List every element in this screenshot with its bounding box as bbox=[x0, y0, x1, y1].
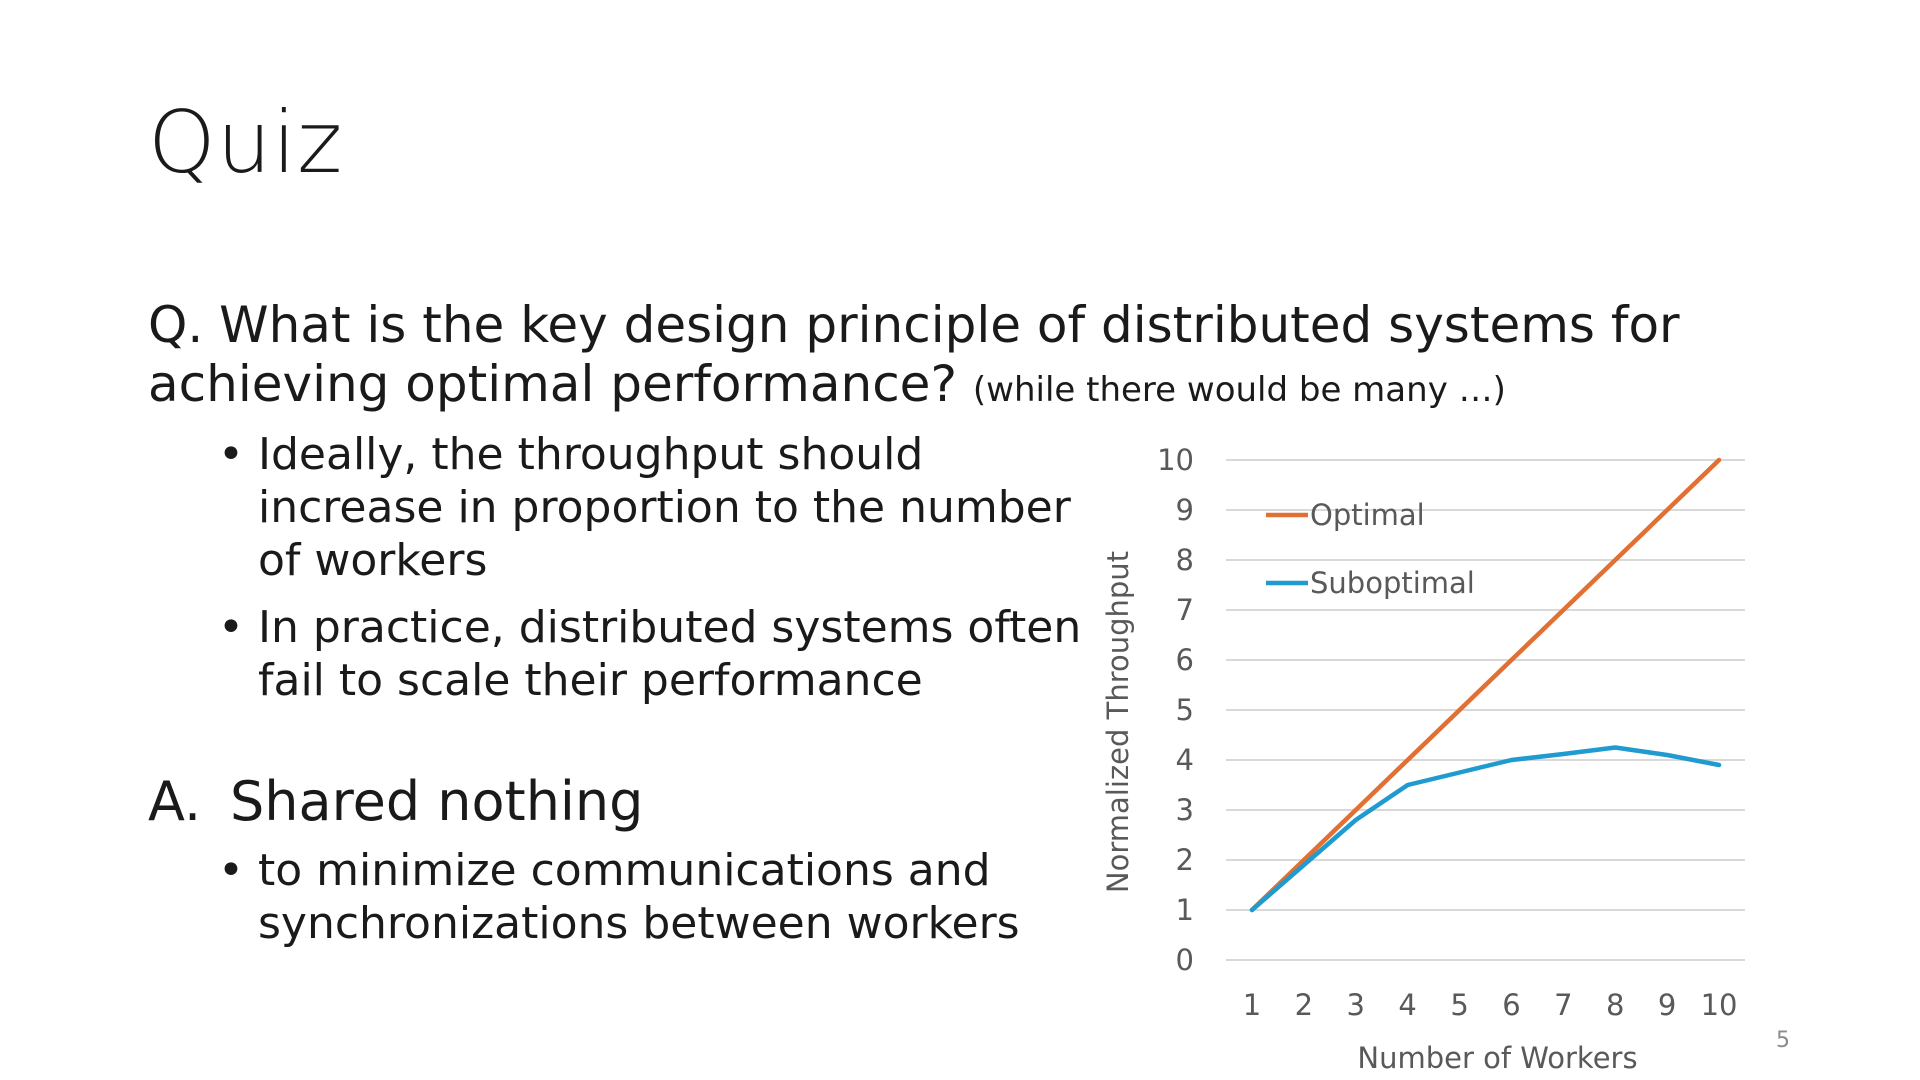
bullet-item: • to minimize communications and synchron… bbox=[218, 844, 1098, 950]
y-axis-label: Normalized Throughput bbox=[1101, 551, 1135, 893]
y-tick-label: 3 bbox=[1176, 793, 1194, 827]
bullet-item: • In practice, distributed systems often … bbox=[218, 601, 1098, 707]
bullet-dot: • bbox=[218, 429, 244, 480]
answer-label: A. bbox=[148, 770, 202, 833]
x-tick-label: 4 bbox=[1398, 988, 1416, 1022]
y-tick-label: 8 bbox=[1176, 543, 1194, 577]
legend-label: Suboptimal bbox=[1310, 566, 1475, 600]
y-tick-label: 7 bbox=[1176, 593, 1194, 627]
slide-title: Quiz bbox=[148, 93, 344, 193]
y-tick-label: 6 bbox=[1176, 643, 1194, 677]
question-text: Q. What is the key design principle of d… bbox=[148, 296, 1680, 413]
series-line-suboptimal bbox=[1249, 745, 1722, 913]
answer-text: Shared nothing bbox=[230, 770, 644, 833]
bullet-dot: • bbox=[218, 845, 244, 896]
y-tick-label: 5 bbox=[1176, 693, 1194, 727]
bullet-text: In practice, distributed systems often f… bbox=[258, 602, 1082, 706]
bullet-item: • Ideally, the throughput should increase… bbox=[218, 428, 1098, 587]
series-line-optimal bbox=[1249, 457, 1722, 913]
y-tick-label: 1 bbox=[1176, 893, 1194, 927]
bullet-text: to minimize communications and synchroni… bbox=[258, 845, 1020, 949]
x-tick-label: 1 bbox=[1243, 988, 1261, 1022]
answer-bullet-list: • to minimize communications and synchron… bbox=[218, 844, 1098, 964]
x-tick-label: 6 bbox=[1502, 988, 1520, 1022]
question-aside: (while there would be many …) bbox=[972, 370, 1506, 410]
y-tick-label: 2 bbox=[1176, 843, 1194, 877]
x-tick-label: 5 bbox=[1450, 988, 1468, 1022]
legend-label: Optimal bbox=[1310, 498, 1425, 532]
y-tick-label: 4 bbox=[1176, 743, 1194, 777]
page-number: 5 bbox=[1776, 1028, 1790, 1053]
y-tick-label: 9 bbox=[1176, 493, 1194, 527]
x-tick-label: 10 bbox=[1701, 988, 1738, 1022]
x-tick-label: 8 bbox=[1606, 988, 1624, 1022]
x-tick-label: 9 bbox=[1658, 988, 1676, 1022]
y-tick-label: 0 bbox=[1176, 943, 1194, 977]
x-tick-label: 7 bbox=[1554, 988, 1572, 1022]
bullet-text: Ideally, the throughput should increase … bbox=[258, 429, 1071, 586]
quiz-question: Q. What is the key design principle of d… bbox=[148, 296, 1788, 420]
bullet-dot: • bbox=[218, 602, 244, 653]
x-tick-label: 3 bbox=[1347, 988, 1365, 1022]
y-tick-label: 10 bbox=[1157, 443, 1194, 477]
x-axis-label: Number of Workers bbox=[1357, 1041, 1637, 1075]
x-tick-label: 2 bbox=[1295, 988, 1313, 1022]
question-bullet-list: • Ideally, the throughput should increase… bbox=[218, 428, 1098, 721]
quiz-answer: A. Shared nothing bbox=[148, 770, 643, 834]
